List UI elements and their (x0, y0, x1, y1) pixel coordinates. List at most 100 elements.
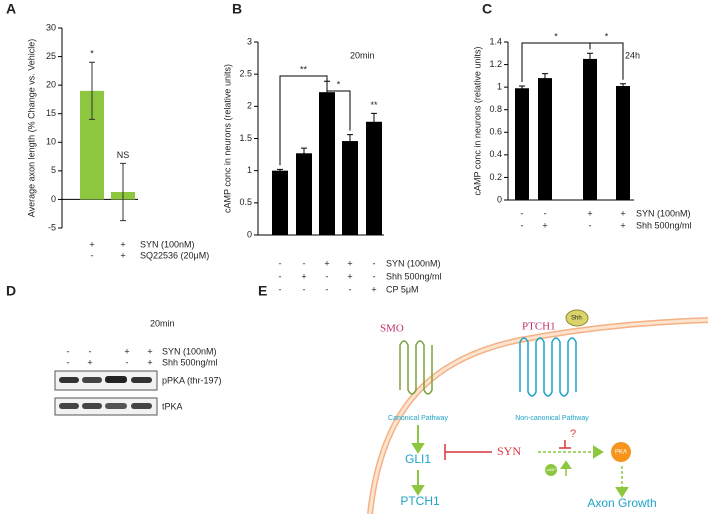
bar (296, 153, 312, 235)
condition-sign: - (373, 258, 376, 268)
condition-sign: - (373, 271, 376, 281)
blot-time: 20min (150, 318, 175, 328)
y-tick-label: 0.2 (489, 172, 502, 182)
bracket (326, 77, 351, 131)
condition-sign: - (89, 346, 92, 356)
condition-sign: + (542, 220, 547, 230)
y-tick-label: 0.8 (489, 104, 502, 114)
condition-sign: + (120, 250, 125, 260)
inhibition (444, 440, 571, 460)
band-label: pPKA (thr-197) (162, 375, 222, 385)
y-axis-label: cAMP conc in neurons (relative units) (222, 64, 232, 213)
condition-sign: + (324, 258, 329, 268)
condition-sign: - (279, 271, 282, 281)
y-tick-label: 1.4 (489, 36, 502, 46)
y-tick-label: 1 (247, 165, 252, 175)
y-axis-label: cAMP conc in neurons (relative units) (472, 47, 482, 196)
smo-label: SMO (380, 323, 404, 335)
bar (583, 58, 597, 200)
y-tick-label: -5 (48, 222, 56, 232)
condition-sign: + (89, 239, 94, 249)
arrows (411, 425, 629, 498)
y-tick-label: 2 (247, 101, 252, 111)
panel-letter: D (6, 283, 16, 299)
error-bar (542, 73, 548, 84)
band-label: tPKA (162, 401, 183, 411)
condition-sign: + (587, 208, 592, 218)
panel-letter: E (258, 283, 267, 299)
bands (59, 376, 152, 409)
y-tick-label: 10 (46, 137, 56, 147)
question: ? (570, 428, 576, 440)
error-bar (120, 162, 126, 222)
condition-sign: + (147, 357, 152, 367)
condition-sign: - (303, 284, 306, 294)
y-tick-label: 30 (46, 22, 56, 32)
significance: * (337, 79, 341, 89)
y-tick-label: 0.5 (239, 197, 252, 207)
error-bar (347, 134, 353, 149)
ptch1-gene-label: PTCH1 (400, 494, 440, 508)
condition-label: SQ22536 (20μM) (140, 250, 209, 260)
y-tick-label: 3 (247, 36, 252, 46)
condition-label: Shh 500ng/ml (386, 271, 442, 281)
y-tick-label: 5 (51, 165, 56, 175)
y-tick-label: 1.5 (239, 133, 252, 143)
y-axis-label: Average axon length (% Change vs. Vehicl… (26, 39, 36, 217)
error-bar (89, 61, 95, 120)
error-bar (277, 168, 283, 173)
condition-sign: - (521, 220, 524, 230)
pka-node (611, 442, 631, 462)
condition-sign: + (347, 271, 352, 281)
condition-sign: - (589, 220, 592, 230)
condition-sign: + (87, 357, 92, 367)
y-tick-label: 25 (46, 51, 56, 61)
condition-sign: + (347, 258, 352, 268)
condition-label: SYN (100nM) (162, 346, 217, 356)
condition-sign: + (371, 284, 376, 294)
significance: NS (117, 150, 130, 160)
bar (319, 92, 335, 236)
panel-letter: C (482, 1, 492, 17)
condition-sign: - (91, 250, 94, 260)
y-tick-label: 0 (247, 229, 252, 239)
significance: ** (300, 64, 308, 74)
error-bar (519, 85, 525, 92)
error-bar (301, 147, 307, 159)
bracket (279, 75, 328, 166)
membrane (367, 317, 708, 514)
error-bar (371, 112, 377, 131)
condition-sign: - (126, 357, 129, 367)
condition-sign: + (620, 208, 625, 218)
bar (616, 86, 630, 200)
error-bar (620, 83, 626, 89)
y-tick-label: 0.4 (489, 149, 502, 159)
condition-sign: - (544, 208, 547, 218)
significance: ** (370, 100, 378, 110)
bar (366, 121, 382, 235)
condition-sign: - (326, 284, 329, 294)
camp-node (545, 464, 557, 476)
bracket (521, 42, 591, 83)
camp-label: cAMP (546, 468, 556, 472)
shh-label: Shh (571, 316, 582, 322)
pathway-label: Non-canonical Pathway (515, 415, 589, 422)
condition-sign: - (67, 346, 70, 356)
condition-sign: - (279, 258, 282, 268)
condition-sign: - (349, 284, 352, 294)
condition-sign: + (620, 220, 625, 230)
bar (538, 78, 552, 200)
time-label: 20min (350, 50, 375, 60)
shh-ligand (565, 309, 589, 327)
condition-sign: + (124, 346, 129, 356)
bar (272, 170, 288, 235)
y-tick-label: 15 (46, 108, 56, 118)
condition-sign: + (120, 239, 125, 249)
ptch1-label: PTCH1 (522, 321, 556, 333)
gli1-label: GLI1 (405, 452, 431, 466)
condition-sign: - (326, 271, 329, 281)
pka-label: PKA (615, 450, 627, 456)
y-tick-label: 2.5 (239, 69, 252, 79)
y-tick-label: 20 (46, 80, 56, 90)
